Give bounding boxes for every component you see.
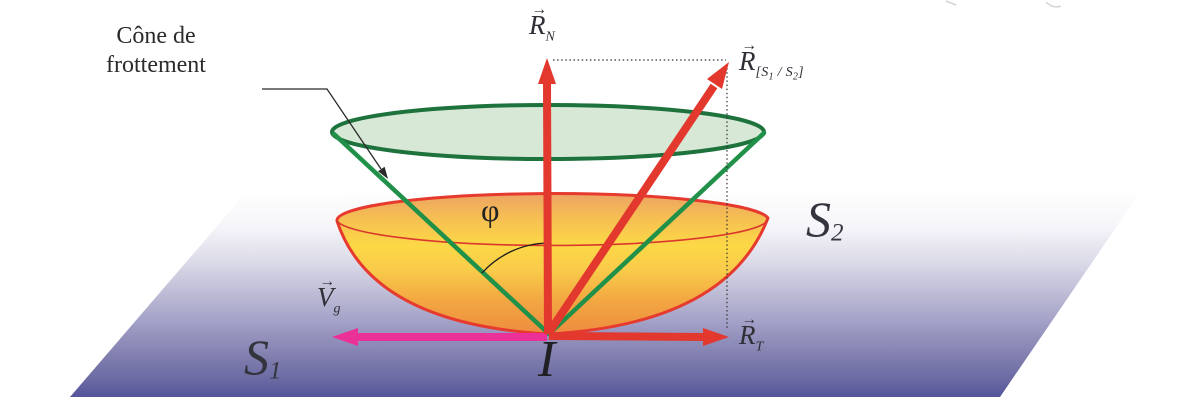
cone-annotation: Cône de frottement	[86, 22, 226, 80]
resultant-vector-shaft	[544, 83, 718, 337]
cropped-text-artifact	[945, 0, 957, 6]
resultant-vector-label: → R[S1 / S2]	[739, 37, 804, 83]
rn-vector-label: → RN	[529, 1, 556, 45]
contact-point-label: I	[538, 331, 556, 388]
annotation-leader-arrowhead	[378, 166, 388, 179]
cone-annotation-line2: frottement	[106, 52, 206, 78]
vector-arrow-icon: →	[531, 1, 548, 19]
vector-arrow-icon: →	[741, 37, 758, 55]
rt-vector-label: → RT	[739, 311, 764, 355]
annotation-leader-line	[262, 88, 382, 170]
rn-vector-shaft	[543, 81, 552, 335]
vector-arrow-icon: →	[741, 311, 758, 329]
rn-vector-head	[538, 58, 556, 84]
vg-vector-label: → Vg	[317, 273, 341, 317]
vector-arrow-icon: →	[319, 273, 336, 291]
vg-vector-head	[332, 328, 358, 346]
phi-angle-label: φ	[481, 192, 500, 228]
cone-annotation-line1: Cône de	[116, 23, 196, 49]
plane-label-s1: S1	[244, 329, 282, 385]
contact-cone-front-rim	[336, 217, 769, 247]
friction-cone-right-edge	[546, 130, 767, 337]
resultant-vector-head	[707, 62, 729, 89]
phi-angle-arc	[481, 242, 549, 274]
rt-vector-shaft	[548, 332, 707, 341]
cropped-text-artifact	[1045, 1, 1062, 8]
friction-cone-left-edge	[331, 131, 552, 337]
plane-label-s2: S2	[806, 191, 844, 247]
rt-vector-head	[703, 328, 729, 346]
